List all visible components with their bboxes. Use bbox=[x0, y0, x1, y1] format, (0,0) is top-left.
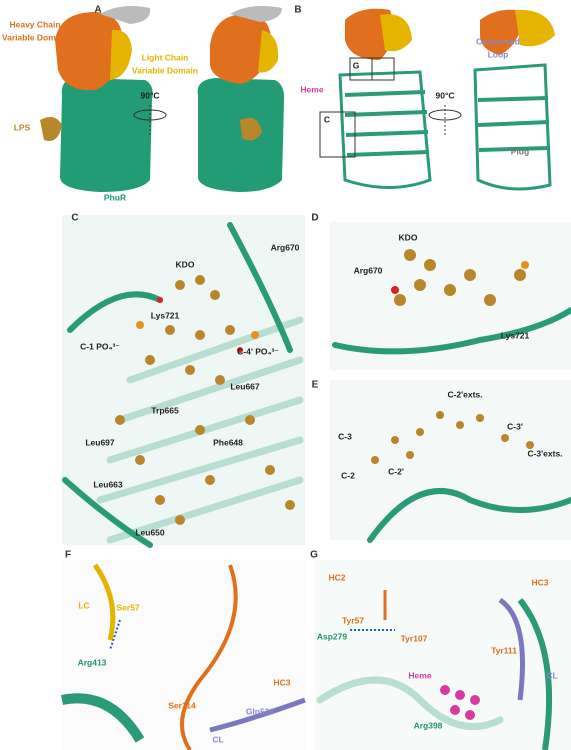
annotation: HC2 bbox=[328, 572, 345, 582]
panel-label: B bbox=[294, 5, 301, 16]
annotation: Lys721 bbox=[151, 310, 180, 320]
panel-label: G bbox=[310, 550, 318, 561]
panel-a-art bbox=[40, 6, 285, 192]
annotation: Conserved bbox=[476, 36, 520, 46]
annotation: Tyr57 bbox=[342, 615, 364, 625]
panel-label: E bbox=[312, 380, 319, 391]
annotation: KDO bbox=[176, 259, 195, 269]
annotation: CL bbox=[546, 670, 557, 680]
annotation: C-1 PO₄³⁻ bbox=[80, 341, 120, 351]
annotation: Leu697 bbox=[85, 437, 115, 447]
annotation: Ser114 bbox=[168, 700, 196, 710]
annotation: Asp279 bbox=[317, 631, 348, 641]
annotation: Heavy Chain bbox=[9, 19, 60, 29]
annotation: Leu663 bbox=[93, 479, 123, 489]
annotation: CL bbox=[212, 734, 223, 744]
annotation: Arg398 bbox=[414, 720, 443, 730]
annotation: Light Chain bbox=[142, 52, 189, 62]
panel-label: F bbox=[65, 550, 71, 561]
annotation: Lys721 bbox=[501, 330, 530, 340]
annotation: Loop bbox=[488, 49, 509, 59]
panel-f-art bbox=[60, 560, 306, 750]
annotation: Gln526 bbox=[246, 706, 275, 716]
annotation: Arg670 bbox=[354, 265, 383, 275]
annotation: Trp665 bbox=[151, 405, 179, 415]
annotation: 90°C bbox=[141, 90, 160, 100]
panel-label: C bbox=[71, 213, 78, 224]
annotation: C-3'exts. bbox=[527, 448, 562, 458]
annotation: Leu667 bbox=[230, 381, 260, 391]
panel-b-art bbox=[319, 8, 555, 191]
annotation: Plug bbox=[511, 146, 529, 156]
annotation: Leu650 bbox=[135, 527, 165, 537]
panel-g-art bbox=[315, 560, 571, 750]
annotation: Arg670 bbox=[271, 242, 300, 252]
annotation: C-3' bbox=[507, 421, 523, 431]
annotation: Variable Domain bbox=[132, 65, 198, 75]
annotation: HC3 bbox=[273, 677, 290, 687]
annotation: LC bbox=[78, 600, 89, 610]
annotation: Heme bbox=[300, 84, 323, 94]
annotation: G bbox=[353, 60, 360, 70]
annotation: Tyr111 bbox=[491, 645, 517, 655]
annotation: KDO bbox=[399, 232, 418, 242]
annotation: Phe648 bbox=[213, 437, 243, 447]
annotation: 90°C bbox=[436, 90, 455, 100]
annotation: Arg413 bbox=[78, 657, 107, 667]
annotation: HC3 bbox=[531, 577, 548, 587]
annotation: C-4' PO₄³⁻ bbox=[237, 346, 279, 356]
annotation: C-2' bbox=[388, 466, 404, 476]
panel-e-art bbox=[330, 380, 571, 543]
annotation: PhuR bbox=[104, 192, 126, 202]
annotation: C bbox=[324, 114, 330, 124]
annotation: Ser57 bbox=[116, 602, 139, 612]
panel-label: D bbox=[311, 213, 318, 224]
annotation: Heme bbox=[408, 670, 431, 680]
annotation: Variable Domain bbox=[2, 32, 68, 42]
panel-d-art bbox=[330, 222, 571, 370]
annotation: C-2'exts. bbox=[447, 389, 482, 399]
panel-c-art bbox=[62, 215, 305, 548]
annotation: Tyr107 bbox=[401, 633, 428, 643]
panel-label: A bbox=[94, 5, 101, 16]
annotation: C-3 bbox=[338, 431, 352, 441]
annotation: LPS bbox=[14, 122, 31, 132]
annotation: C-2 bbox=[341, 470, 355, 480]
